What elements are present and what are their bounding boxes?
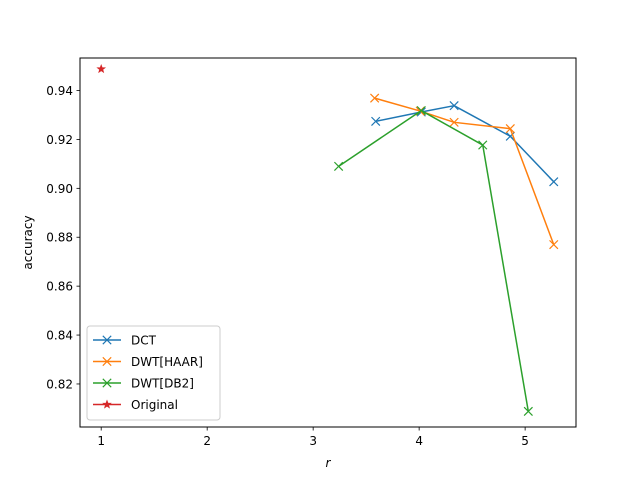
- series-line: [374, 97, 555, 245]
- series-dct: [371, 101, 559, 187]
- legend-label: DCT: [131, 334, 157, 348]
- data-point: [371, 116, 381, 126]
- data-point: [523, 406, 533, 416]
- y-axis: 0.82 0.84 0.86 0.88 0.90 0.92 0.94: [46, 84, 80, 391]
- data-point: [333, 161, 344, 171]
- legend-marker: [102, 378, 112, 388]
- legend-entry: DCT: [93, 334, 157, 348]
- y-axis-label: accuracy: [21, 215, 35, 269]
- legend-label: DWT[DB2]: [131, 377, 194, 391]
- legend-marker: [102, 399, 112, 409]
- y-tick-label: 0.82: [46, 377, 73, 391]
- series-line: [375, 104, 555, 183]
- legend-marker: [102, 335, 112, 345]
- y-tick-label: 0.92: [46, 133, 73, 147]
- series-dwt-db2-: [333, 105, 533, 416]
- data-point: [96, 63, 107, 74]
- x-tick-label: 3: [309, 434, 317, 448]
- data-point: [416, 105, 426, 116]
- data-point: [449, 101, 459, 111]
- legend-label: Original: [131, 398, 178, 412]
- y-tick-label: 0.86: [46, 280, 73, 294]
- data-point: [370, 93, 380, 103]
- series-original: [96, 63, 107, 74]
- legend-box: [86, 325, 221, 421]
- series-layer: [96, 63, 559, 416]
- y-tick-label: 0.88: [46, 231, 73, 245]
- y-tick-label: 0.94: [46, 84, 73, 98]
- x-tick-label: 5: [521, 434, 529, 448]
- legend-marker: [102, 356, 112, 367]
- series-dwt-haar-: [370, 93, 559, 250]
- x-axis: 1 2 3 4 5: [97, 427, 529, 448]
- data-point: [549, 177, 559, 187]
- legend-entry: DWT[DB2]: [93, 377, 194, 391]
- legend-label: DWT[HAAR]: [131, 355, 203, 369]
- plot-frame: [79, 57, 577, 428]
- data-point: [449, 117, 459, 127]
- y-tick-label: 0.90: [46, 182, 73, 196]
- x-axis-label: r: [326, 456, 332, 470]
- x-tick-label: 4: [415, 434, 423, 448]
- data-point: [505, 131, 515, 141]
- data-point: [549, 239, 559, 250]
- y-tick-label: 0.84: [46, 329, 73, 343]
- legend: DCT DWT[HAAR] DWT[DB2] Original: [86, 325, 221, 421]
- series-line: [338, 109, 530, 412]
- x-tick-label: 2: [203, 434, 211, 448]
- legend-entry: DWT[HAAR]: [93, 355, 203, 369]
- data-point: [505, 124, 515, 134]
- x-tick-label: 1: [97, 434, 105, 448]
- data-point: [478, 140, 488, 150]
- legend-entry: Original: [93, 398, 178, 412]
